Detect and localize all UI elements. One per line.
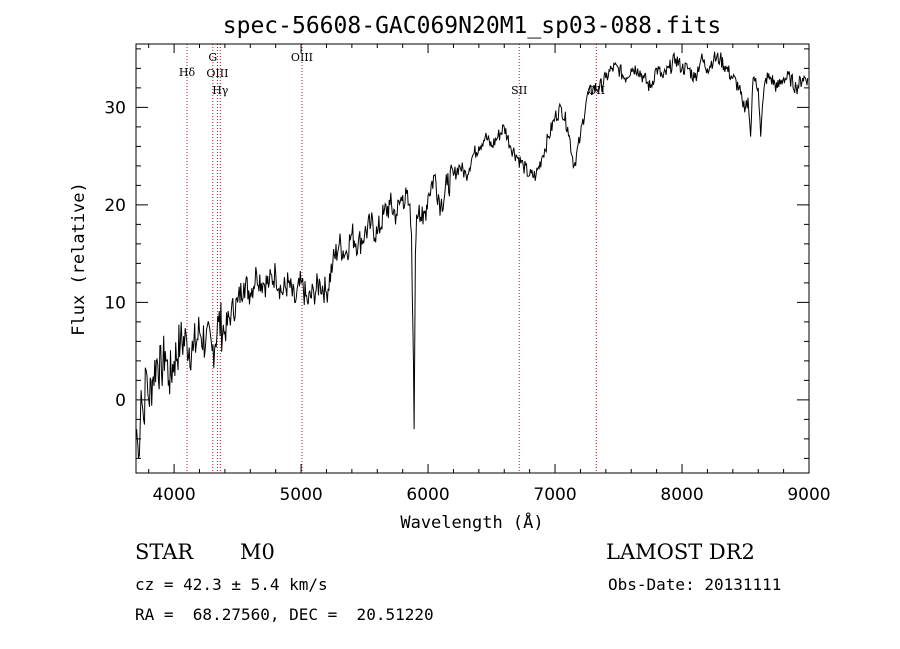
- line-label-1: G: [208, 51, 217, 64]
- velocity-readout: cz = 42.3 ± 5.4 km/s: [135, 575, 328, 594]
- obs-date: Obs-Date: 20131111: [608, 575, 782, 594]
- line-label-4: OIII: [291, 51, 313, 64]
- x-axis-label: Wavelength (Å): [400, 511, 543, 533]
- y-tick-label-0: 0: [115, 391, 126, 411]
- chart-title: spec-56608-GAC069N20M1_sp03-088.fits: [223, 13, 722, 39]
- object-class: STAR: [135, 540, 194, 564]
- line-label-5: SII: [511, 84, 527, 97]
- survey-name: LAMOST DR2: [606, 540, 755, 564]
- x-tick-label-4000: 4000: [152, 485, 195, 505]
- x-tick-label-7000: 7000: [533, 485, 576, 505]
- x-tick-label-8000: 8000: [660, 485, 703, 505]
- plot-frame: [135, 43, 810, 474]
- object-subclass: M0: [240, 540, 275, 564]
- x-tick-label-5000: 5000: [279, 485, 322, 505]
- line-label-0: Hδ: [179, 66, 196, 79]
- y-tick-label-30: 30: [104, 98, 126, 118]
- coordinates: RA = 68.27560, DEC = 20.51220: [135, 605, 434, 624]
- x-tick-label-9000: 9000: [787, 485, 830, 505]
- line-label-2: OIII: [206, 67, 228, 80]
- line-label-3: Hγ: [212, 84, 229, 97]
- spectrum-series-line: [136, 51, 809, 459]
- y-axis-label: Flux (relative): [69, 182, 89, 336]
- axis-ticks: 4000 5000 6000 7000 8000 9000 0 10 20 30: [104, 44, 831, 505]
- y-tick-label-10: 10: [104, 293, 126, 313]
- y-tick-label-20: 20: [104, 196, 126, 216]
- x-tick-label-6000: 6000: [406, 485, 449, 505]
